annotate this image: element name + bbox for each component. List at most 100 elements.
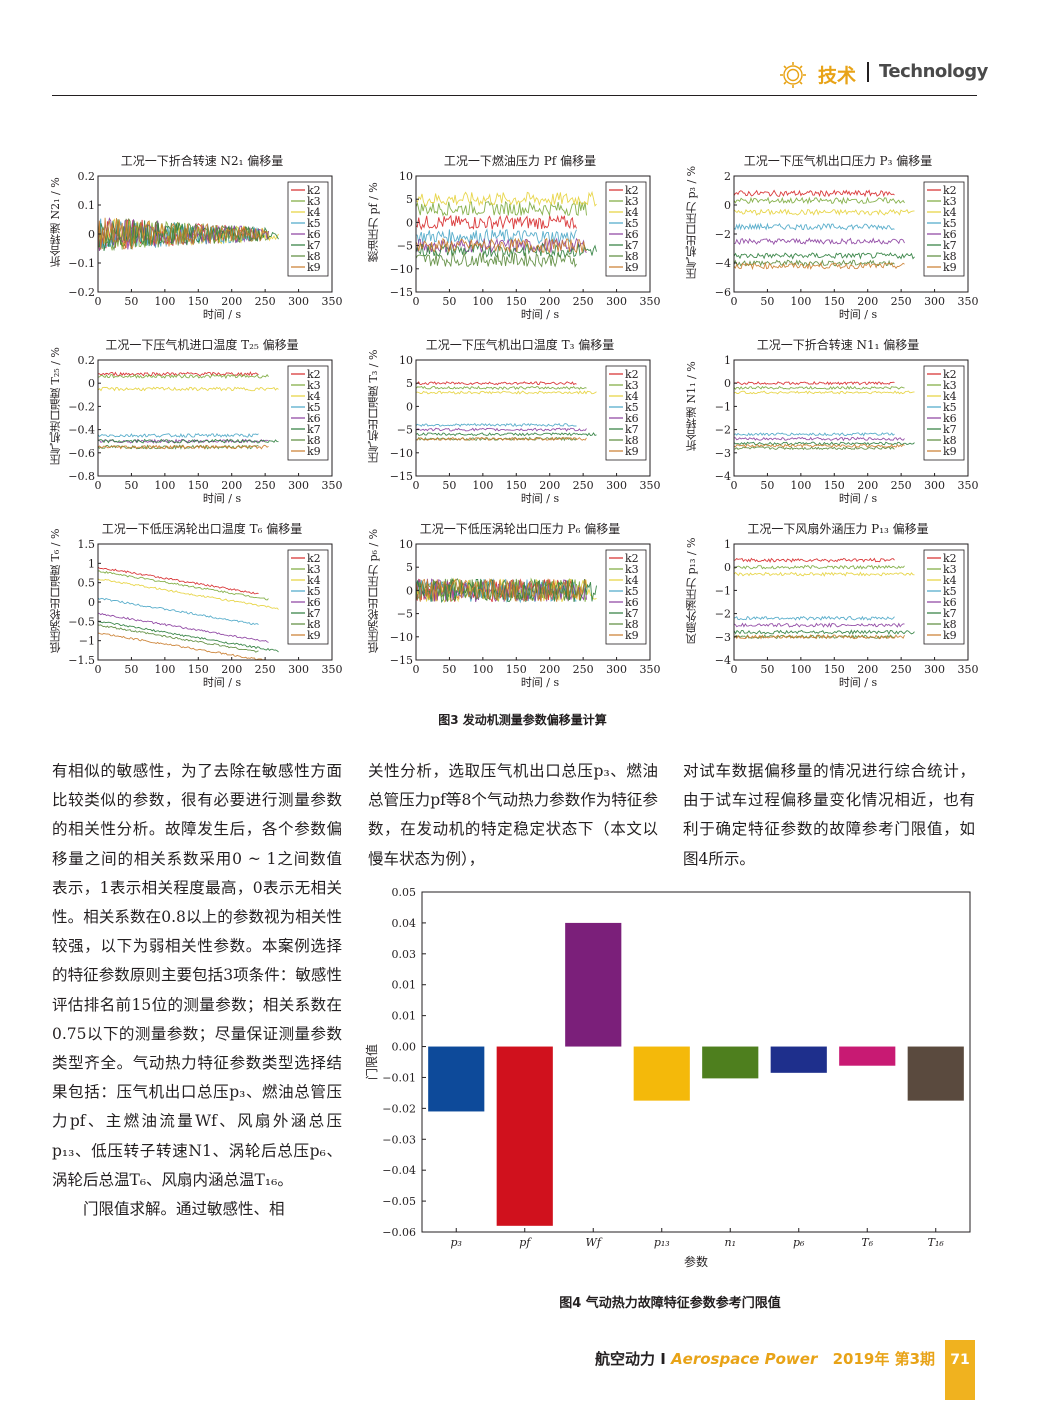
x-tick-label: 350	[958, 479, 979, 492]
plot-frame	[415, 175, 651, 293]
legend-entry: k6	[943, 412, 957, 425]
subplot: 工况一下折合转速 N1₁ 偏移量 折合转速 N1₁ / % 时间 / s 1 0 −1 −2…	[685, 324, 988, 505]
series-line-k6	[415, 427, 587, 432]
bar	[907, 1046, 964, 1101]
series-line-k3	[733, 196, 905, 205]
legend-entry: k8	[943, 250, 957, 263]
series-line-k4	[733, 571, 915, 577]
legend-entry: k3	[943, 563, 957, 576]
legend-entry: k4	[625, 206, 639, 219]
legend-entry: k6	[943, 596, 957, 609]
y-tick-label: −10	[390, 263, 413, 276]
legend-entry: k6	[307, 228, 321, 241]
x-tick-label: 50	[442, 663, 456, 676]
series-line-k9	[415, 578, 587, 603]
x-tick-label: 300	[288, 295, 309, 308]
y-tick-label: −0.01	[382, 1071, 416, 1084]
y-tick-label: −5	[397, 424, 413, 437]
x-axis-label: 参数	[684, 1254, 708, 1269]
subplot-xlabel: 时间 / s	[520, 308, 560, 321]
bar	[428, 1046, 485, 1112]
subplot-title: 工况一下低压涡轮出口温度 T₆ 偏移量	[101, 522, 303, 536]
series-line-k7	[733, 629, 915, 636]
journal-name-en: Aerospace Power	[671, 1350, 818, 1368]
legend-entry: k5	[625, 217, 639, 230]
y-tick-label: 0	[406, 216, 413, 229]
x-tick-label: 150	[824, 663, 845, 676]
paragraph: 有相似的敏感性，为了去除在敏感性方面比较类似的参数，很有必要进行测量参数的相关性…	[52, 762, 342, 1189]
series-line-k7	[97, 620, 279, 653]
legend-entry: k2	[943, 552, 957, 565]
x-tick-label: 300	[924, 295, 945, 308]
x-tick-label: 150	[506, 479, 527, 492]
y-tick-label: 0.05	[392, 886, 417, 899]
legend-entry: k2	[625, 552, 639, 565]
series-line-k6	[733, 237, 905, 246]
y-tick-label: −1	[715, 400, 731, 413]
series-line-k2	[415, 381, 577, 386]
legend-box	[923, 365, 965, 461]
y-tick-label: 0	[724, 199, 731, 212]
bar	[496, 1046, 553, 1226]
series-line-k8	[415, 578, 577, 602]
subplot-svg: 0.20−0.2−0.4−0.6−0.80 50 100 150 200 250 300 35…	[68, 354, 342, 492]
subplot-svg: 10−1−2−3−40 50 100 150 200 250 300 350k2k3k4k5k…	[715, 354, 979, 492]
y-axis-label: 门限值	[364, 1044, 379, 1080]
x-tick-label: 50	[442, 479, 456, 492]
x-tick-label: 350	[958, 295, 979, 308]
x-tick-label: 150	[188, 295, 209, 308]
x-tick-label: p₆	[793, 1236, 805, 1249]
legend-entry: k5	[943, 217, 957, 230]
x-tick-label: 100	[472, 663, 493, 676]
y-tick-label: −5	[397, 608, 413, 621]
x-tick-label: 150	[506, 295, 527, 308]
x-tick-label: 250	[573, 663, 594, 676]
legend-entry: k7	[943, 239, 957, 252]
legend-entry: k9	[625, 261, 639, 274]
text-column-1: 有相似的敏感性，为了去除在敏感性方面比较类似的参数，很有必要进行测量参数的相关性…	[52, 757, 342, 1224]
series-line-k6	[733, 436, 905, 442]
x-tick-label: Wf	[586, 1236, 603, 1249]
plot-frame	[97, 359, 333, 477]
y-tick-label: 0	[406, 584, 413, 597]
plot-frame	[415, 543, 651, 661]
series-line-k8	[733, 259, 895, 267]
x-tick-label: 50	[760, 295, 774, 308]
legend-entry: k2	[943, 368, 957, 381]
y-tick-label: −0.2	[68, 400, 95, 413]
series-line-k3	[733, 385, 905, 390]
bar	[770, 1046, 827, 1073]
y-tick-label: 0	[88, 377, 95, 390]
legend-entry: k8	[307, 618, 321, 631]
y-tick-label: −0.04	[382, 1164, 416, 1177]
x-tick-label: 350	[322, 663, 343, 676]
section-title-en: Technology	[879, 61, 988, 82]
series-line-k9	[97, 217, 269, 251]
series-line-k7	[733, 252, 915, 260]
header-separator	[867, 62, 869, 82]
plot-frame	[415, 359, 651, 477]
subplot: 工况一下压气机进口温度 T₂₅ 偏移量 压气机进口温度 T₂₅ / % 时间 / s…	[49, 324, 352, 505]
x-tick-label: 100	[790, 479, 811, 492]
bar	[633, 1046, 690, 1101]
legend-entry: k8	[307, 250, 321, 263]
y-tick-label: 0	[406, 400, 413, 413]
x-tick-label: 100	[154, 479, 175, 492]
subplot-svg: 0.20.10−0.1−0.20 50 100 150 200 250 300 350k2k3…	[68, 170, 342, 308]
y-tick-label: 1	[724, 538, 731, 551]
subplot-svg: 1.510.50−0.5−1−1.50 50 100 150 200 250 300 350k…	[68, 538, 343, 676]
legend-entry: k5	[943, 585, 957, 598]
legend-entry: k3	[307, 195, 321, 208]
series-line-k9	[733, 634, 905, 640]
x-tick-label: 300	[288, 479, 309, 492]
legend-box	[923, 181, 965, 277]
subplot-title: 工况一下折合转速 N2₁ 偏移量	[120, 154, 284, 168]
x-tick-label: 0	[731, 663, 738, 676]
x-tick-label: 250	[891, 663, 912, 676]
x-tick-label: n₁	[725, 1236, 737, 1249]
x-tick-label: 250	[255, 479, 276, 492]
series-line-k5	[733, 615, 895, 621]
x-tick-label: 250	[255, 663, 276, 676]
